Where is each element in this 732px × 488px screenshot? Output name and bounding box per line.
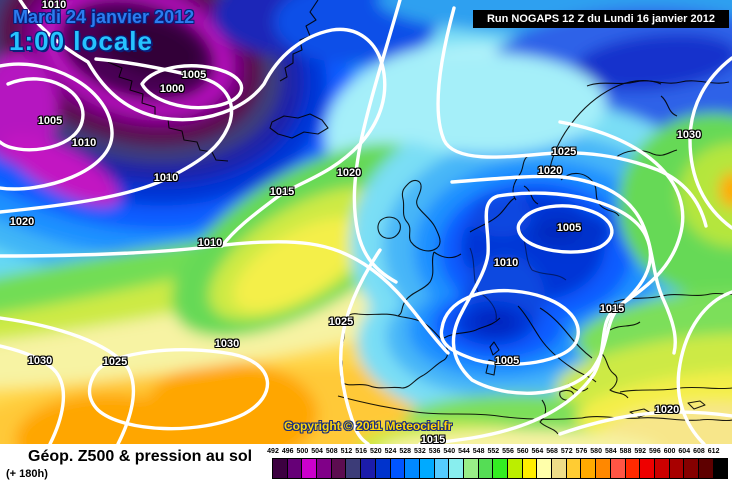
colorbar-tick-label: 604 bbox=[678, 448, 691, 455]
isobar-label: 1030 bbox=[27, 355, 53, 367]
isobar-label: 1005 bbox=[37, 115, 63, 127]
colorbar-cell: 500 bbox=[297, 448, 318, 478]
colorbar-tick-label: 492 bbox=[267, 448, 279, 455]
forecast-local-time: 1:00 locale bbox=[9, 26, 153, 56]
colorbar-tick-label: 576 bbox=[575, 448, 588, 455]
chart-title: Géop. Z500 & pression au sol bbox=[28, 448, 253, 465]
colorbar-tick-label: 496 bbox=[281, 448, 294, 455]
colorbar-cell: 540 bbox=[443, 448, 464, 478]
copyright-notice: Copyright © 2011 Meteociel.fr bbox=[284, 419, 453, 433]
forecast-hour: (+ 180h) bbox=[6, 468, 48, 480]
isobar-label: 1025 bbox=[328, 316, 354, 328]
isobar-label: 1010 bbox=[41, 0, 67, 11]
isobar-label-layer: 1010 1005 1000 1005 1010 1010 1020 1010 1015 1020… bbox=[9, 0, 702, 444]
colorbar-cell: 496 bbox=[282, 448, 303, 478]
colorbar-cell: 504 bbox=[311, 448, 332, 478]
colorbar-cell: 524 bbox=[385, 448, 406, 478]
legend-bar: Géop. Z500 & pression au sol (+ 180h) 49… bbox=[0, 444, 732, 488]
colorbar-tick-label: 608 bbox=[693, 448, 705, 455]
colorbar-cell: 596 bbox=[649, 448, 670, 478]
isobar-label: 1000 bbox=[159, 83, 185, 95]
isobar-label: 1015 bbox=[420, 434, 446, 444]
colorbar-tick-label: 540 bbox=[443, 448, 456, 455]
pressure-field-svg bbox=[0, 0, 732, 444]
colorbar-cell: 556 bbox=[502, 448, 523, 478]
colorbar-tick-label: 596 bbox=[649, 448, 661, 455]
colorbar-tick-label: 524 bbox=[384, 448, 397, 455]
colorbar-tick-label: 556 bbox=[502, 448, 514, 455]
colorbar-cell: 492 bbox=[267, 448, 288, 478]
colorbar-tick-label: 560 bbox=[516, 448, 529, 455]
colorbar-cell: 588 bbox=[620, 448, 641, 478]
colorbar-tick-label: 548 bbox=[472, 448, 485, 455]
geopotential-colorbar: 492 496 500 504 508 512 516 520 524 528 532 536 540 5… bbox=[267, 448, 729, 479]
isobar-label: 1020 bbox=[336, 167, 362, 179]
colorbar-tick-label: 580 bbox=[590, 448, 602, 455]
isobar-label: 1025 bbox=[102, 356, 128, 368]
colorbar-cell: 612 bbox=[708, 448, 728, 478]
colorbar-cell: 520 bbox=[370, 448, 391, 478]
colorbar-tick-label: 564 bbox=[531, 448, 544, 455]
isobar-label: 1005 bbox=[556, 222, 582, 234]
colorbar-cell: 552 bbox=[487, 448, 508, 478]
model-run-info: Run NOGAPS 12 Z du Lundi 16 janvier 2012 bbox=[472, 10, 729, 28]
colorbar-cell: 528 bbox=[399, 448, 420, 478]
colorbar-cell: 508 bbox=[326, 448, 347, 478]
colorbar-tick-label: 612 bbox=[707, 448, 720, 455]
colorbar-tick-label: 592 bbox=[634, 448, 647, 455]
colorbar-cell: 536 bbox=[429, 448, 450, 478]
isobar-label: 1010 bbox=[153, 172, 179, 184]
isobar-label: 1030 bbox=[214, 338, 240, 350]
colorbar-tick-label: 520 bbox=[369, 448, 382, 455]
colorbar-tick-label: 532 bbox=[414, 448, 426, 455]
colorbar-tick-label: 588 bbox=[619, 448, 632, 455]
colorbar-cell: 584 bbox=[605, 448, 626, 478]
colorbar-tick-label: 552 bbox=[487, 448, 500, 455]
colorbar-tick-label: 500 bbox=[296, 448, 309, 455]
isobar-label: 1010 bbox=[493, 257, 519, 269]
colorbar-cell: 512 bbox=[341, 448, 362, 478]
colorbar-tick-label: 512 bbox=[340, 448, 353, 455]
isobar-label: 1005 bbox=[181, 69, 207, 81]
colorbar-cell: 580 bbox=[590, 448, 611, 478]
isobar-label: 1015 bbox=[599, 303, 625, 315]
colorbar-cell: 592 bbox=[634, 448, 655, 478]
colorbar-cell: 604 bbox=[678, 448, 699, 478]
colorbar-tick-label: 528 bbox=[399, 448, 412, 455]
isobar-label: 1030 bbox=[676, 129, 702, 141]
colorbar-cell: 516 bbox=[355, 448, 376, 478]
colorbar-tick-label: 584 bbox=[604, 448, 617, 455]
weather-map: 1010 1005 1000 1005 1010 1010 1020 1010 1015 1020… bbox=[0, 0, 732, 444]
colorbar-tick-label: 536 bbox=[428, 448, 441, 455]
colorbar-tick-label: 504 bbox=[311, 448, 323, 455]
colorbar-cell: 532 bbox=[414, 448, 435, 478]
isobar-contours bbox=[0, 0, 732, 444]
colorbar-cell: 576 bbox=[576, 448, 597, 478]
colorbar-cell: 568 bbox=[546, 448, 567, 478]
colorbar-tick-label: 544 bbox=[458, 448, 470, 455]
colorbar-cell: 572 bbox=[561, 448, 582, 478]
colorbar-cell: 564 bbox=[532, 448, 553, 478]
colorbar-cell: 560 bbox=[517, 448, 538, 478]
forecast-date: Mardi 24 janvier 2012 bbox=[13, 7, 195, 27]
isobar-label: 1010 bbox=[71, 137, 97, 149]
isobar-label: 1005 bbox=[494, 355, 520, 367]
colorbar-tick-label: 516 bbox=[355, 448, 367, 455]
colorbar-cell: 548 bbox=[473, 448, 494, 478]
colorbar-cell: 544 bbox=[458, 448, 479, 478]
colorbar-tick-label: 600 bbox=[663, 448, 676, 455]
isobar-label: 1010 bbox=[197, 237, 223, 249]
isobar-label: 1025 bbox=[551, 146, 577, 158]
isobar-label: 1020 bbox=[9, 216, 35, 228]
colorbar-cell: 600 bbox=[664, 448, 685, 478]
isobar-label: 1015 bbox=[269, 186, 295, 198]
colorbar-tick-label: 508 bbox=[325, 448, 338, 455]
colorbar-cell: 608 bbox=[693, 448, 714, 478]
isobar-label: 1020 bbox=[654, 404, 680, 416]
isobar-label: 1020 bbox=[537, 165, 563, 177]
colorbar-tick-label: 572 bbox=[560, 448, 573, 455]
colorbar-tick-label: 568 bbox=[546, 448, 558, 455]
